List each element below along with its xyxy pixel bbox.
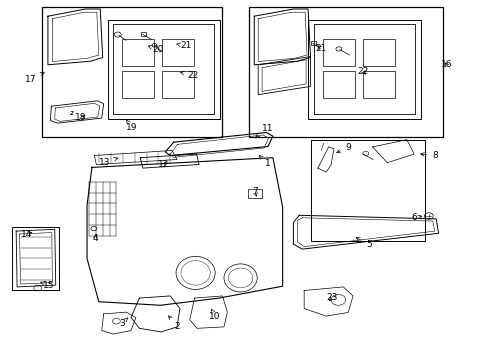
Text: 2: 2: [168, 316, 180, 331]
Bar: [41, 7, 222, 137]
Text: 19: 19: [126, 120, 138, 132]
Text: 6: 6: [410, 213, 421, 222]
Text: 21: 21: [315, 44, 326, 53]
Text: 14: 14: [21, 230, 33, 239]
Bar: [107, 20, 220, 119]
Text: 3: 3: [119, 318, 128, 328]
Text: 22: 22: [180, 71, 199, 80]
Bar: [362, 39, 394, 66]
Text: 16: 16: [440, 60, 451, 69]
Text: 21: 21: [177, 41, 191, 50]
Text: 12: 12: [158, 160, 169, 169]
Text: 1: 1: [259, 156, 270, 168]
Bar: [322, 71, 354, 98]
Text: 7: 7: [252, 188, 258, 197]
Bar: [322, 39, 354, 66]
Text: 8: 8: [420, 151, 437, 160]
Bar: [310, 41, 315, 45]
Text: 10: 10: [209, 309, 221, 321]
Text: 17: 17: [24, 73, 44, 84]
Text: 13: 13: [99, 158, 118, 167]
Text: 9: 9: [336, 143, 350, 153]
Bar: [310, 140, 425, 241]
Text: 5: 5: [355, 238, 371, 249]
Bar: [12, 227, 59, 290]
Text: 22: 22: [357, 67, 368, 76]
Bar: [249, 7, 442, 137]
Bar: [307, 20, 420, 119]
Bar: [122, 71, 154, 98]
Text: 20: 20: [148, 45, 163, 54]
Bar: [162, 71, 194, 98]
Text: 18: 18: [75, 113, 86, 122]
Text: 2: 2: [70, 111, 74, 116]
Bar: [141, 32, 145, 36]
Text: 23: 23: [326, 293, 338, 302]
Text: 4: 4: [92, 234, 98, 243]
Bar: [248, 189, 262, 198]
Text: 15: 15: [41, 281, 55, 290]
Bar: [162, 39, 194, 66]
Text: 11: 11: [255, 124, 273, 137]
Bar: [122, 39, 154, 66]
Bar: [362, 71, 394, 98]
